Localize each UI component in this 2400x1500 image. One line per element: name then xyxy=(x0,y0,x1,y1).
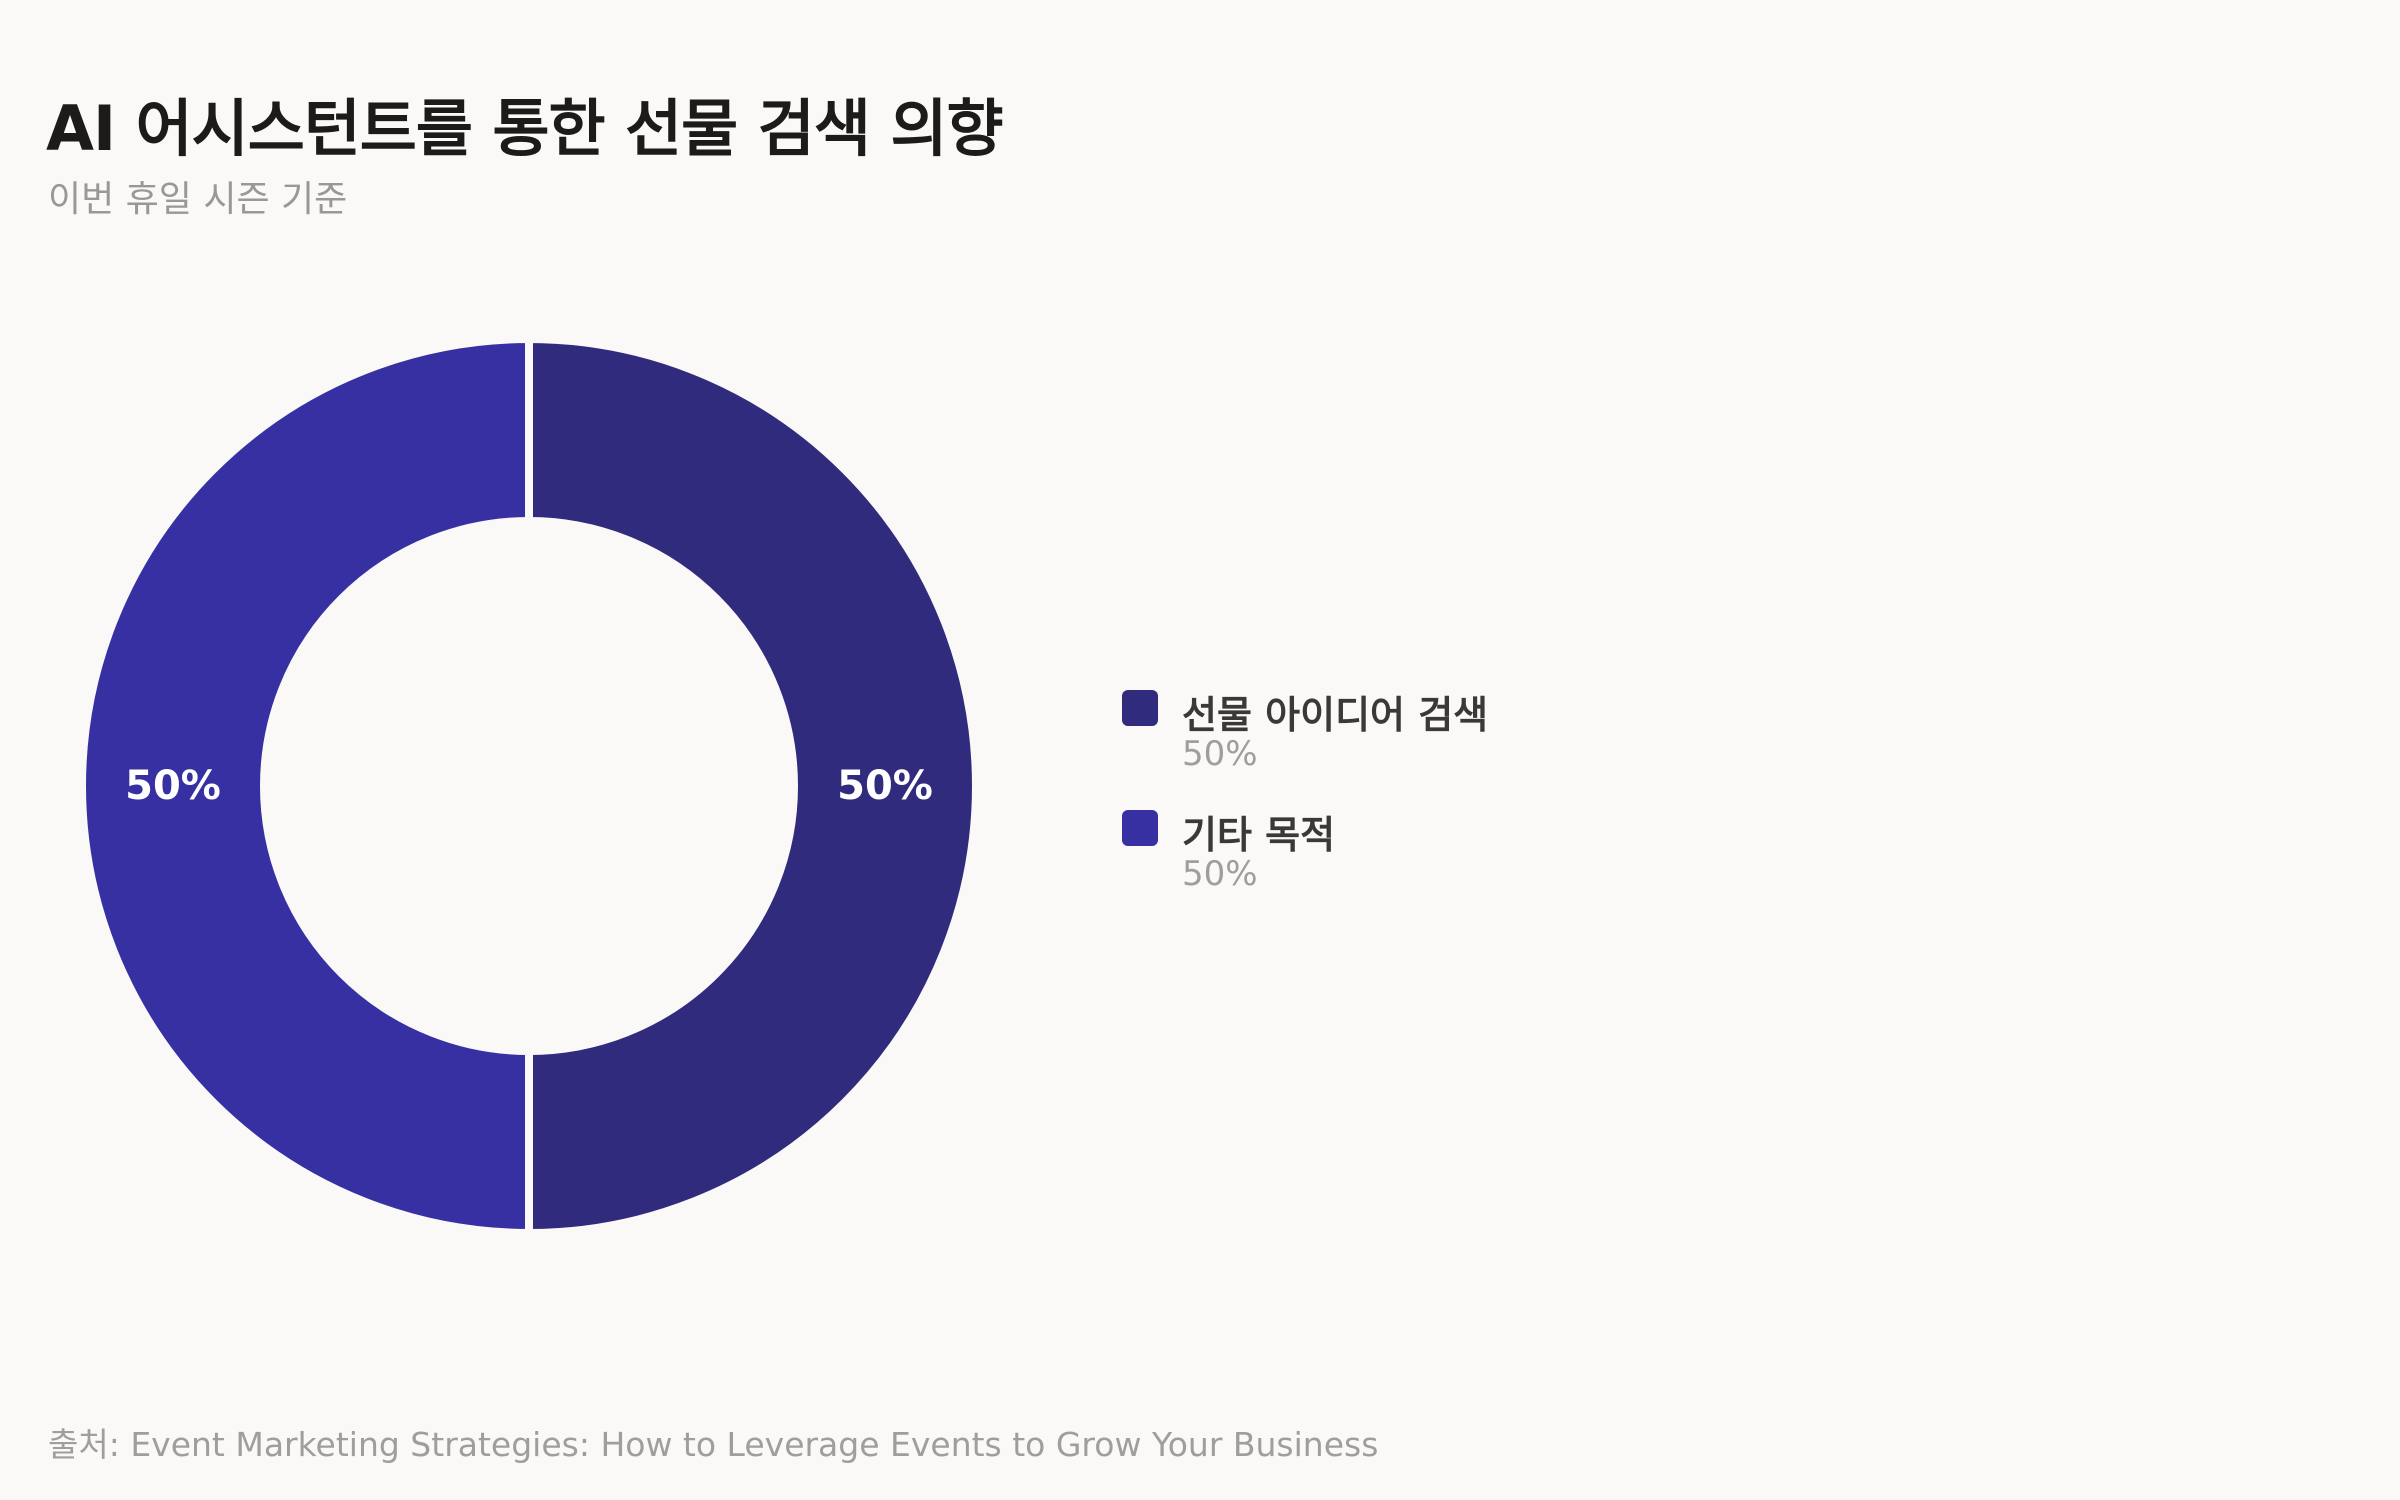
chart-subtitle: 이번 휴일 시즌 기준 xyxy=(48,179,348,220)
legend-label-gift-search: 선물 아이디어 검색 xyxy=(1182,693,1489,737)
data-label-gift-search: 50% xyxy=(837,763,933,809)
donut-slice-gift-search xyxy=(525,334,980,1238)
source-note: 출처: Event Marketing Strategies: How to L… xyxy=(48,1425,1379,1464)
legend-value-gift-search: 50% xyxy=(1182,734,1258,774)
legend-swatch-other xyxy=(1122,810,1158,846)
donut-slice-other xyxy=(78,334,533,1238)
data-label-other: 50% xyxy=(125,763,221,809)
legend-label-other: 기타 목적 xyxy=(1182,813,1336,857)
chart-title: AI 어시스턴트를 통한 선물 검색 의향 xyxy=(46,92,1004,165)
legend-value-other: 50% xyxy=(1182,854,1258,894)
legend-swatch-gift-search xyxy=(1122,690,1158,726)
